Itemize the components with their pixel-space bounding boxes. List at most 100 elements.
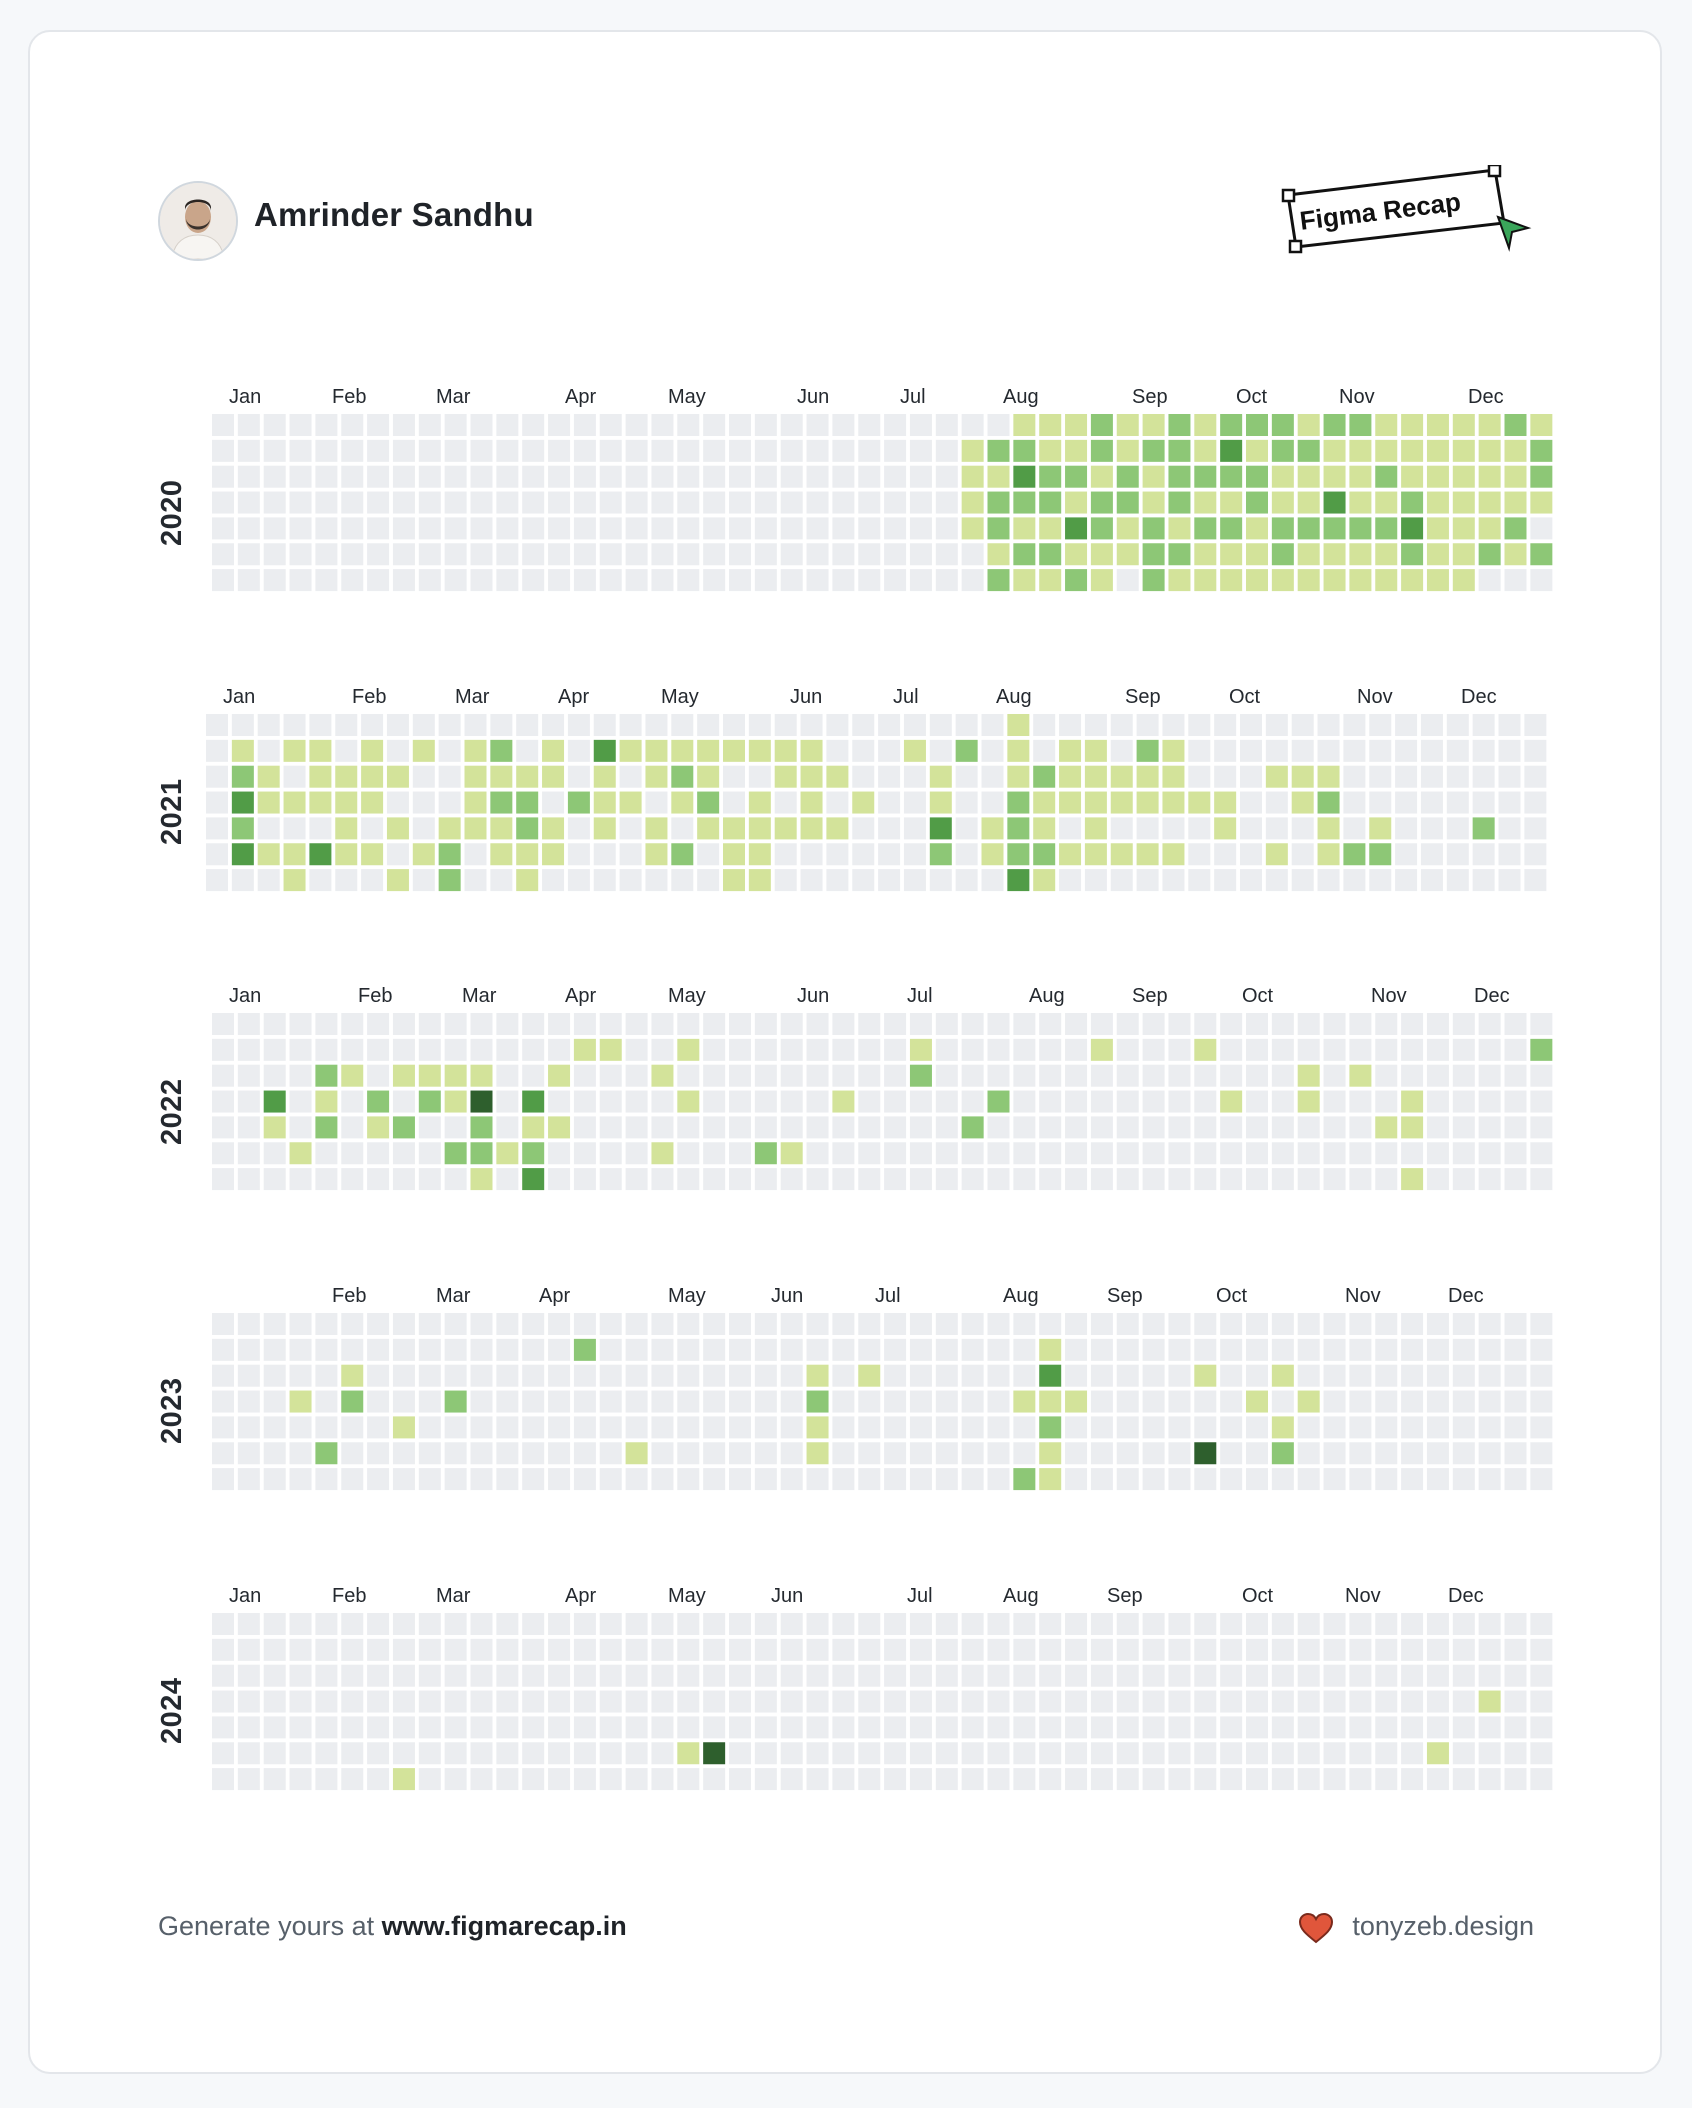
day-cell [1271, 1313, 1294, 1335]
day-cell [1452, 1664, 1475, 1687]
day-cell [1265, 714, 1288, 736]
day-cell [780, 543, 803, 566]
day-cell [315, 1168, 338, 1191]
day-cell [237, 543, 260, 566]
day-cell [444, 1390, 467, 1413]
day-cell [645, 714, 668, 736]
day-cell [806, 1142, 829, 1165]
day-cell [625, 569, 648, 592]
day-cell [703, 1013, 726, 1035]
day-cell [1220, 1638, 1243, 1661]
cursor-arrow-icon [1496, 215, 1532, 252]
footer-url-link[interactable]: www.figmarecap.in [381, 1911, 627, 1941]
day-cell [1395, 765, 1418, 788]
day-cell [444, 1742, 467, 1765]
day-cell [1426, 414, 1449, 436]
day-cell [289, 414, 312, 436]
day-cell [1317, 843, 1340, 866]
day-cell [548, 1168, 571, 1191]
day-cell [1142, 465, 1165, 488]
day-cell [257, 714, 280, 736]
day-cell [599, 1690, 622, 1713]
day-cell [263, 569, 286, 592]
contribution-grid-2022 [212, 1013, 1553, 1191]
day-cell [289, 1338, 312, 1361]
day-cell [341, 1064, 364, 1087]
day-cell [1033, 791, 1056, 814]
day-cell [1271, 1442, 1294, 1465]
day-cell [651, 543, 674, 566]
day-cell [1116, 1390, 1139, 1413]
figma-recap-badge [1281, 165, 1532, 254]
day-cell [858, 1064, 881, 1087]
day-cell [651, 1142, 674, 1165]
day-cell [341, 1313, 364, 1335]
day-cell [1013, 1338, 1036, 1361]
day-cell [703, 1338, 726, 1361]
day-cell [1426, 1013, 1449, 1035]
day-cell [1369, 791, 1392, 814]
day-cell [470, 439, 493, 462]
day-cell [780, 1038, 803, 1061]
day-cell [309, 739, 332, 762]
day-cell [1116, 414, 1139, 436]
day-cell [1323, 1013, 1346, 1035]
day-cell [987, 1090, 1010, 1113]
day-cell [573, 1442, 596, 1465]
day-cell [878, 714, 901, 736]
day-cell [754, 1168, 777, 1191]
month-label: May [668, 1285, 706, 1307]
day-cell [1090, 1442, 1113, 1465]
day-cell [1323, 1116, 1346, 1139]
day-cell [723, 739, 745, 762]
day-cell [987, 1468, 1010, 1491]
month-label: Sep [1107, 1585, 1143, 1607]
day-cell [1452, 491, 1475, 514]
day-cell [212, 1442, 234, 1465]
day-cell [729, 414, 751, 436]
day-cell [1291, 739, 1314, 762]
day-cell [392, 1638, 415, 1661]
day-cell [884, 1116, 907, 1139]
day-cell [651, 1768, 674, 1791]
day-cell [806, 1442, 829, 1465]
day-cell [212, 1468, 234, 1491]
day-cell [1013, 1416, 1036, 1439]
day-cell [1478, 1742, 1501, 1765]
day-cell [263, 1313, 286, 1335]
day-cell [1110, 843, 1133, 866]
day-cell [1039, 1390, 1062, 1413]
day-cell [1478, 569, 1501, 592]
day-cell [1343, 714, 1366, 736]
day-cell [361, 765, 384, 788]
day-cell [470, 1468, 493, 1491]
day-cell [392, 1664, 415, 1687]
day-cell [780, 1313, 803, 1335]
day-cell [651, 439, 674, 462]
day-cell [651, 1716, 674, 1739]
day-cell [1116, 1742, 1139, 1765]
day-cell [1426, 1468, 1449, 1491]
day-cell [909, 1013, 932, 1035]
day-cell [1246, 1090, 1268, 1113]
footer-credit-link[interactable]: tonyzeb.design [1352, 1911, 1534, 1941]
day-cell [1504, 1664, 1527, 1687]
day-cell [1349, 1038, 1372, 1061]
day-cell [929, 869, 952, 892]
month-label: Nov [1371, 985, 1407, 1007]
day-cell [748, 765, 771, 788]
day-cell [729, 1313, 751, 1335]
day-cell [1065, 1716, 1088, 1739]
day-cell [1084, 739, 1107, 762]
day-cell [1478, 1716, 1501, 1739]
day-cell [1452, 439, 1475, 462]
day-cell [1194, 1338, 1217, 1361]
day-cell [289, 1168, 312, 1191]
day-cell [257, 739, 280, 762]
day-cell [909, 1313, 932, 1335]
day-cell [1246, 1390, 1268, 1413]
day-cell [1168, 1690, 1191, 1713]
day-cell [1349, 1116, 1372, 1139]
day-cell [412, 739, 435, 762]
day-cell [1039, 1313, 1062, 1335]
